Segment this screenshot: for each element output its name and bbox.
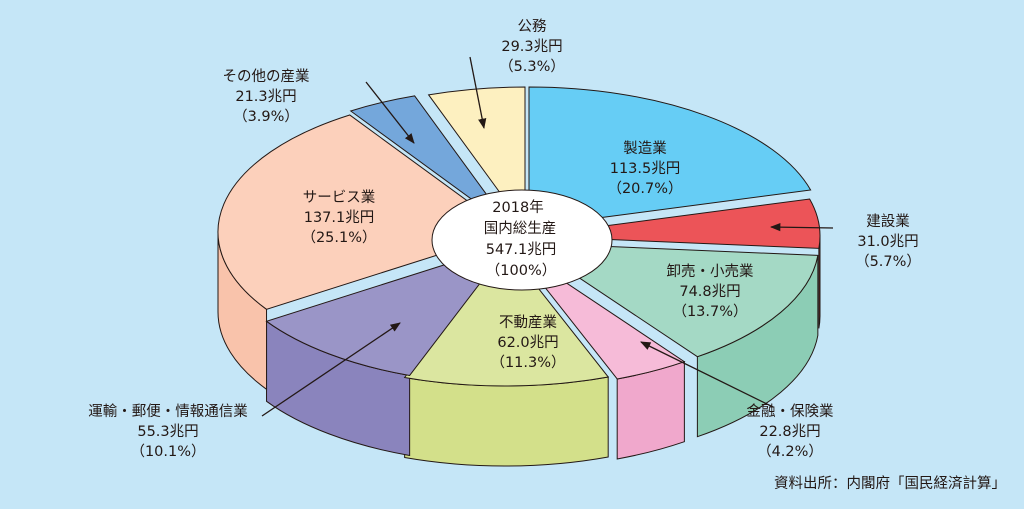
pie-slice-5 <box>265 243 512 377</box>
pie-slice-4 <box>403 245 610 387</box>
slice-5-percent-text: （10.1%） <box>130 443 205 460</box>
source-note: 資料出所：内閣府「国民経済計算」 <box>774 475 1006 492</box>
slice-4-name: 不動産業 <box>499 314 557 331</box>
slice-0-value-text: 113.5兆円 <box>610 160 681 177</box>
slice-4-value-text: 62.0兆円 <box>497 334 558 351</box>
slice-0-name: 製造業 <box>623 140 667 157</box>
slice-1-value-text: 31.0兆円 <box>857 233 918 250</box>
slice-7-leader-arrow <box>365 81 415 144</box>
slice-1-name: 建設業 <box>866 213 910 230</box>
slice-6-name: サービス業 <box>303 189 376 206</box>
slice-3-value-text: 22.8兆円 <box>759 423 820 440</box>
slice-2-percent-text: （13.7%） <box>672 303 747 320</box>
center-label-title: 国内総生産 <box>484 220 557 237</box>
slice-8-leader-arrow <box>469 56 487 130</box>
center-label-year: 2018年 <box>492 199 543 216</box>
slice-6-percent-text: （25.1%） <box>301 229 376 246</box>
slice-7-name: その他の産業 <box>223 68 310 85</box>
slice-1-leader-arrow <box>769 222 834 232</box>
slice-3-name: 金融・保険業 <box>747 403 834 420</box>
pie-sides <box>217 231 821 467</box>
center-label-percent: （100%） <box>486 262 556 279</box>
slice-8-percent-text: （5.3%） <box>499 58 565 75</box>
pie-slice-2 <box>525 242 819 358</box>
slice-2-name: 卸売・小売業 <box>667 263 754 280</box>
pie-side-4 <box>404 376 609 467</box>
slice-0-percent-text: （20.7%） <box>607 180 682 197</box>
slice-7-percent-text: （3.9%） <box>233 108 299 125</box>
pie-slice-0 <box>528 86 812 228</box>
slice-1-percent-text: （5.7%） <box>855 253 921 270</box>
center-label-total: 547.1兆円 <box>486 241 557 258</box>
pie-side-1 <box>818 235 821 329</box>
slice-5-value-text: 55.3兆円 <box>137 423 198 440</box>
slice-8-value-text: 29.3兆円 <box>501 38 562 55</box>
slice-2-value-text: 74.8兆円 <box>679 283 740 300</box>
slice-3-percent-text: （4.2%） <box>757 443 823 460</box>
slice-7-value-text: 21.3兆円 <box>235 88 296 105</box>
slice-8-name: 公務 <box>518 18 547 35</box>
slice-4-percent-text: （11.3%） <box>490 354 565 371</box>
slice-6-value-text: 137.1兆円 <box>304 209 375 226</box>
slice-5-name: 運輸・郵便・情報通信業 <box>88 403 248 420</box>
pie-labels: 2018年 国内総生産 547.1兆円 （100%） 資料出所：内閣府「国民経済… <box>88 18 1006 492</box>
pie-slice-6 <box>217 114 512 310</box>
slice-5-leader-arrow <box>261 322 401 417</box>
center-ellipse <box>431 189 613 291</box>
slice-3-leader-arrow <box>640 341 774 408</box>
